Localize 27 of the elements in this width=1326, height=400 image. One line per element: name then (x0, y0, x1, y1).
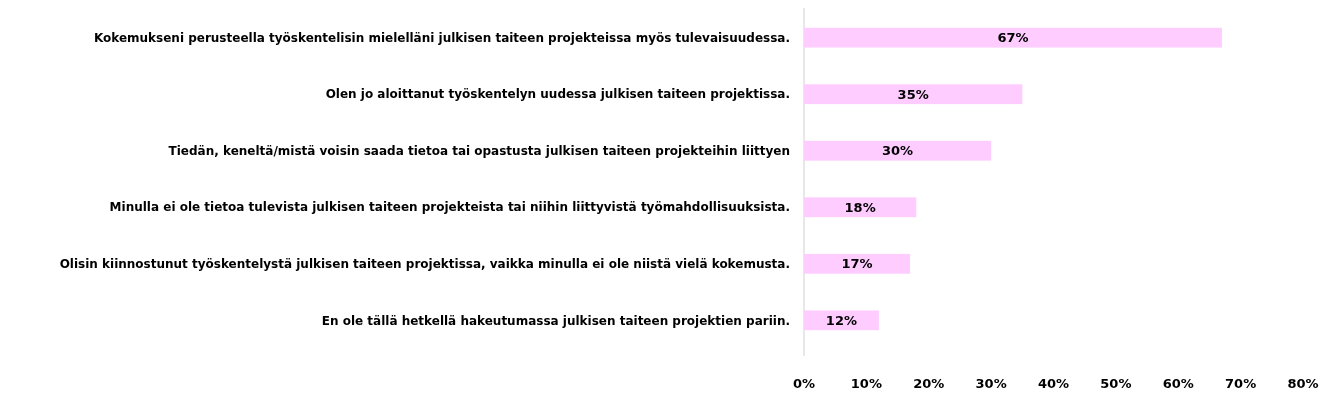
bar (804, 310, 879, 331)
y-tick-label: Kokemukseni perusteella työskentelisin mielelläni julkisen taiteen projekteissa myös tulevaisuudessa. (93, 30, 790, 45)
x-tick-label: 40% (1037, 376, 1070, 391)
y-tick-label: Olisin kiinnostunut työskentelystä julkisen taiteen projektissa, vaikka minulla ei ole niistä vielä kokemusta. (59, 256, 790, 271)
y-tick-label: Tiedän, keneltä/mistä voisin saada tietoa tai opastusta julkisen taiteen projekteihin liittyen (168, 143, 790, 158)
x-tick-label: 10% (850, 376, 882, 391)
y-tick-label: En ole tällä hetkellä hakeutumassa julkisen taiteen projektien pariin. (321, 313, 790, 328)
bar (804, 140, 992, 161)
bar (804, 27, 1222, 48)
data-label: 35% (897, 86, 929, 102)
data-label: 12% (825, 312, 857, 328)
data-label: 30% (882, 143, 914, 159)
x-tick-label: 0% (792, 376, 816, 391)
x-tick-label: 50% (1100, 376, 1132, 391)
bar (804, 253, 911, 274)
bar (804, 84, 1023, 105)
data-label: 17% (841, 256, 873, 272)
data-label: 18% (844, 199, 876, 215)
bar (804, 197, 917, 218)
x-tick-label: 80% (1287, 376, 1319, 391)
x-tick-label: 70% (1225, 376, 1257, 391)
x-tick-label: 30% (975, 376, 1007, 391)
y-tick-label: Minulla ei ole tietoa tulevista julkisen taiteen projekteista tai niihin liittyvistä työmahdollisuuksista. (109, 200, 790, 215)
x-tick-label: 20% (913, 376, 945, 391)
y-tick-label: Olen jo aloittanut työskentelyn uudessa julkisen taiteen projektissa. (325, 87, 790, 102)
x-tick-label: 60% (1162, 376, 1194, 391)
data-label: 67% (997, 30, 1029, 46)
